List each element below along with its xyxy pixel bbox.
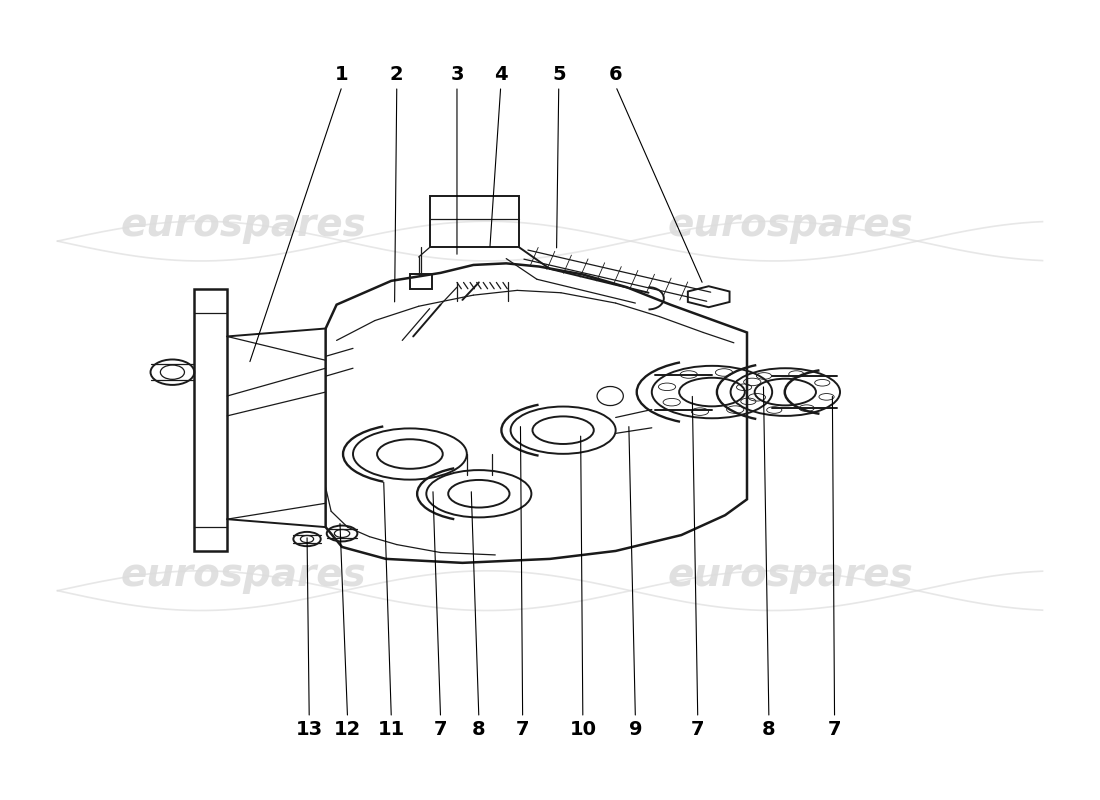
- Text: 8: 8: [472, 720, 486, 739]
- Text: 7: 7: [433, 720, 448, 739]
- Bar: [430, 196, 519, 247]
- Bar: [410, 274, 432, 289]
- Text: 1: 1: [336, 65, 349, 84]
- Text: 7: 7: [516, 720, 529, 739]
- Text: 12: 12: [334, 720, 361, 739]
- Text: 6: 6: [609, 65, 623, 84]
- Text: 2: 2: [390, 65, 404, 84]
- Text: 13: 13: [296, 720, 322, 739]
- Text: 9: 9: [628, 720, 642, 739]
- Text: 3: 3: [450, 65, 464, 84]
- Text: 10: 10: [570, 720, 596, 739]
- Text: eurospares: eurospares: [121, 206, 366, 244]
- Text: 7: 7: [828, 720, 842, 739]
- Text: 5: 5: [552, 65, 565, 84]
- Text: eurospares: eurospares: [668, 206, 914, 244]
- Text: 4: 4: [494, 65, 507, 84]
- Text: eurospares: eurospares: [668, 556, 914, 594]
- Text: eurospares: eurospares: [121, 556, 366, 594]
- Text: 8: 8: [762, 720, 776, 739]
- Text: 11: 11: [377, 720, 405, 739]
- Text: 7: 7: [691, 720, 704, 739]
